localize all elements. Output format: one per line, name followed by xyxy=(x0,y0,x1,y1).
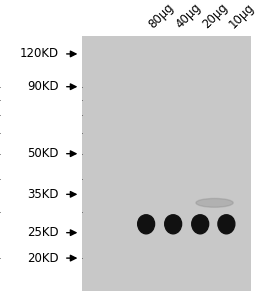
Ellipse shape xyxy=(192,215,209,234)
Text: 10μg: 10μg xyxy=(226,1,256,31)
Text: 120KD: 120KD xyxy=(20,48,59,60)
Text: 40μg: 40μg xyxy=(173,1,204,31)
Text: 20μg: 20μg xyxy=(200,1,230,31)
Ellipse shape xyxy=(196,198,233,207)
Text: 20KD: 20KD xyxy=(27,251,59,265)
Ellipse shape xyxy=(138,215,155,234)
Text: 90KD: 90KD xyxy=(27,80,59,93)
Text: 35KD: 35KD xyxy=(27,188,59,201)
Ellipse shape xyxy=(165,215,182,234)
Ellipse shape xyxy=(218,215,235,234)
Text: 25KD: 25KD xyxy=(27,226,59,239)
Text: 50KD: 50KD xyxy=(27,147,59,160)
Text: 80μg: 80μg xyxy=(146,1,176,31)
